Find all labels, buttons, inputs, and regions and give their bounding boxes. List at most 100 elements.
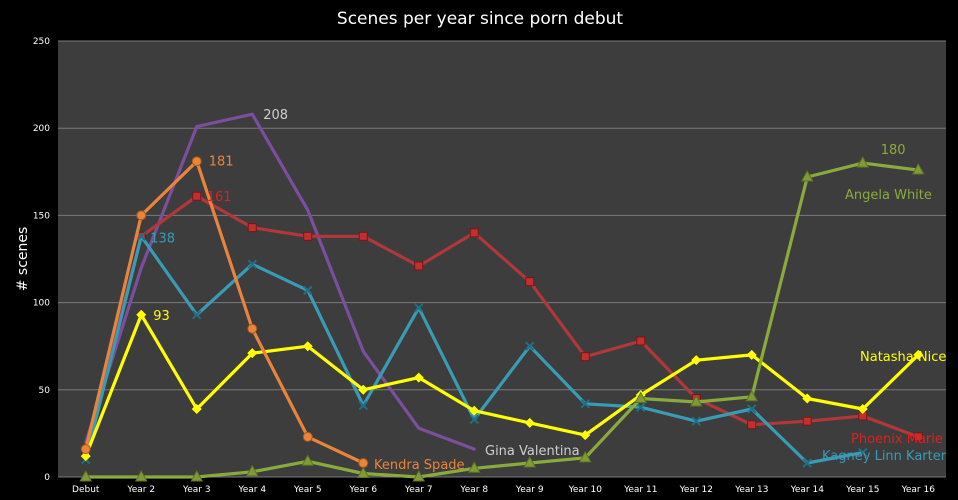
x-tick-label: Year 8 bbox=[459, 485, 488, 495]
data-point bbox=[247, 348, 258, 359]
data-point bbox=[689, 394, 703, 407]
data-point bbox=[469, 414, 479, 425]
data-point bbox=[247, 323, 258, 334]
data-point bbox=[800, 169, 814, 182]
y-tick-label: 100 bbox=[33, 299, 50, 309]
data-point bbox=[802, 393, 813, 404]
data-point bbox=[636, 336, 646, 346]
data-point bbox=[358, 458, 369, 469]
data-point bbox=[190, 469, 204, 482]
y-tick-label: 150 bbox=[33, 211, 50, 221]
data-point bbox=[467, 461, 481, 473]
series-line bbox=[84, 159, 365, 465]
data-point bbox=[747, 420, 757, 430]
x-tick-label: Year 7 bbox=[404, 485, 433, 495]
series-label: Gina Valentina bbox=[485, 444, 580, 459]
data-point bbox=[469, 405, 480, 416]
data-point bbox=[747, 404, 757, 414]
y-axis-label: # scenes bbox=[15, 227, 31, 292]
data-point bbox=[136, 210, 147, 221]
y-tick-label: 50 bbox=[39, 386, 51, 396]
x-tick-label: Year 15 bbox=[845, 485, 879, 495]
data-point bbox=[525, 341, 535, 351]
data-point bbox=[302, 431, 313, 442]
x-tick-label: Year 10 bbox=[568, 485, 603, 495]
series-line bbox=[84, 112, 476, 451]
data-point bbox=[303, 285, 313, 296]
x-axis-ticks: Debut Year 2 Year 3 Year 4 Year 5 Year 6 Year … bbox=[72, 485, 935, 495]
series-label: Kagney Linn Karter bbox=[822, 449, 947, 464]
data-point bbox=[523, 456, 537, 468]
data-point bbox=[358, 231, 368, 241]
data-label: 93 bbox=[153, 309, 170, 324]
series-line bbox=[84, 313, 920, 458]
data-point bbox=[413, 372, 424, 383]
data-point bbox=[580, 430, 591, 441]
data-point bbox=[802, 416, 812, 426]
series-angela-white bbox=[79, 156, 925, 482]
data-point bbox=[301, 454, 315, 466]
data-label: 138 bbox=[150, 231, 175, 246]
series-line bbox=[84, 161, 920, 479]
x-tick-label: Debut bbox=[72, 485, 100, 495]
data-point bbox=[412, 469, 426, 482]
series-label: Kendra Spade bbox=[374, 458, 465, 473]
data-point bbox=[580, 399, 590, 409]
data-point bbox=[247, 259, 257, 269]
data-label: 208 bbox=[263, 108, 288, 123]
x-tick-label: Year 11 bbox=[623, 485, 657, 495]
data-point bbox=[79, 469, 93, 482]
data-point bbox=[858, 447, 868, 458]
data-point bbox=[911, 163, 925, 175]
data-point bbox=[414, 261, 424, 271]
data-point bbox=[191, 156, 202, 167]
data-point bbox=[580, 352, 590, 362]
data-point bbox=[192, 191, 202, 201]
data-point bbox=[578, 450, 592, 463]
y-tick-label: 250 bbox=[33, 37, 50, 47]
series-gina-valentina bbox=[84, 112, 476, 451]
data-point bbox=[191, 403, 202, 414]
x-tick-label: Year 16 bbox=[901, 485, 936, 495]
series-label: Natasha Nice bbox=[860, 350, 946, 365]
data-label: 161 bbox=[207, 190, 232, 205]
data-point bbox=[636, 402, 646, 412]
series-group bbox=[79, 112, 925, 482]
data-point bbox=[136, 309, 147, 320]
data-point bbox=[80, 451, 91, 462]
data-point bbox=[691, 416, 701, 426]
x-tick-label: Year 4 bbox=[237, 485, 266, 495]
x-tick-label: Year 6 bbox=[348, 485, 377, 495]
data-point bbox=[524, 417, 535, 428]
data-label: 181 bbox=[209, 154, 234, 169]
y-tick-label: 200 bbox=[33, 124, 50, 134]
data-point bbox=[414, 303, 424, 313]
x-tick-label: Year 2 bbox=[126, 485, 155, 495]
data-point bbox=[913, 349, 924, 360]
data-point bbox=[302, 341, 313, 352]
data-point bbox=[356, 466, 370, 479]
data-point bbox=[913, 432, 923, 442]
x-tick-label: Year 13 bbox=[734, 485, 768, 495]
data-point bbox=[358, 400, 368, 411]
series-kendra-spade bbox=[80, 156, 369, 469]
data-point bbox=[247, 223, 257, 233]
data-point bbox=[634, 391, 648, 404]
y-tick-label: 0 bbox=[44, 473, 50, 483]
y-axis-ticks: 0 50 100 150 200 250 bbox=[33, 37, 50, 483]
x-tick-label: Year 9 bbox=[515, 485, 544, 495]
annotations-group: 208 181 161 138 93 180 Angela White Natasha Nic… bbox=[150, 108, 946, 473]
data-point bbox=[525, 277, 535, 287]
chart-title: Scenes per year since porn debut bbox=[337, 9, 624, 29]
data-point bbox=[746, 349, 757, 360]
x-tick-label: Year 5 bbox=[293, 485, 322, 495]
data-point bbox=[802, 458, 812, 468]
data-point bbox=[192, 310, 202, 320]
data-point bbox=[469, 228, 479, 238]
data-point bbox=[245, 464, 259, 477]
data-point bbox=[80, 444, 91, 455]
data-point bbox=[134, 469, 148, 482]
series-label: Angela White bbox=[845, 188, 932, 203]
series-line bbox=[84, 194, 920, 453]
